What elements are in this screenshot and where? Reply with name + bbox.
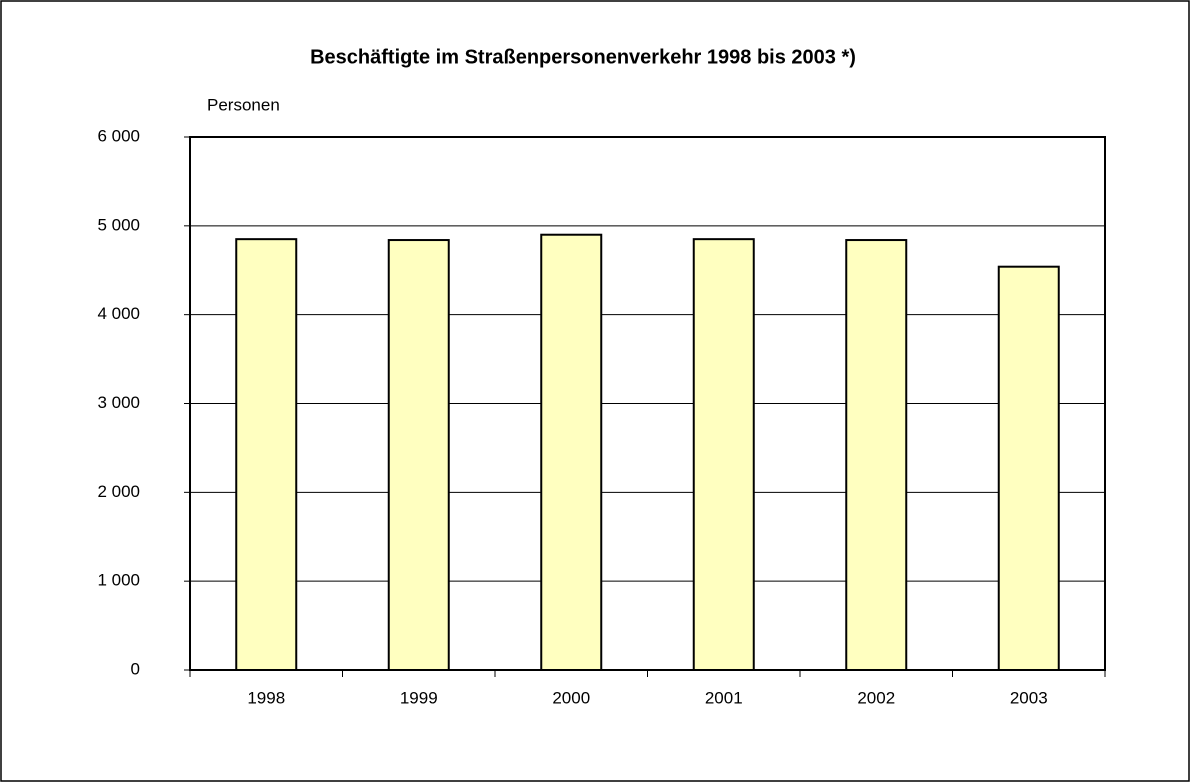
y-tick-label: 1 000 [97,571,140,590]
x-tick-label: 2000 [552,688,590,707]
y-tick-label: 0 [131,659,140,678]
x-tick-label: 2001 [705,688,743,707]
bar [692,238,755,672]
bar [997,265,1060,671]
bar [387,239,450,671]
bar [540,233,603,671]
x-tick-label: 2003 [1010,688,1048,707]
y-tick-label: 5 000 [97,215,140,234]
bar [235,238,298,672]
y-tick-label: 2 000 [97,482,140,501]
y-axis-label: Personen [207,95,280,114]
x-tick-label: 1998 [247,688,285,707]
y-tick-label: 4 000 [97,304,140,323]
plot-border [189,136,1106,671]
y-tick-label: 6 000 [97,126,140,145]
chart-title: Beschäftigte im Straßenpersonenverkehr 1… [310,46,856,68]
y-tick-label: 3 000 [97,393,140,412]
x-tick-label: 2002 [857,688,895,707]
bar [845,239,908,671]
x-tick-label: 1999 [400,688,438,707]
